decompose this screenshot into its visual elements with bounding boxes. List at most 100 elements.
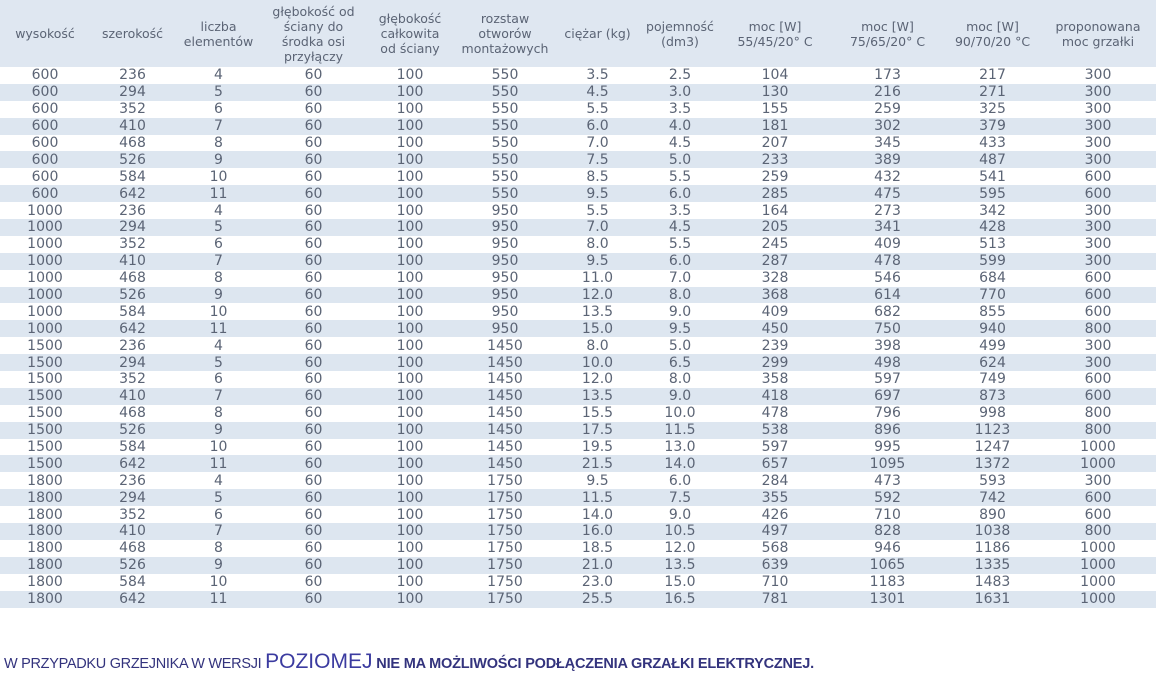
table-cell: 526 <box>119 557 146 574</box>
table-cell: 271 <box>979 84 1006 101</box>
table-row: 1500 294 5 60 100 1450 10.0 6.5 299 498 624 300 <box>0 354 1156 372</box>
column-header: moc [W] 55/45/20° C <box>720 0 830 67</box>
table-cell: 750 <box>874 320 901 337</box>
table-cell: 1800 <box>27 489 63 506</box>
table-cell: 15.0 <box>664 574 696 591</box>
table-cell: 1065 <box>869 557 906 574</box>
column-header: pojemność (dm3) <box>640 0 720 67</box>
table-cell: 8.0 <box>586 337 609 354</box>
column-header-line: środka osi <box>281 33 346 49</box>
table-row: 1800 584 10 60 100 1750 23.0 15.0 710 1183 1483 100… <box>0 573 1156 591</box>
table-cell: 600 <box>31 168 59 185</box>
table-cell: 9 <box>214 422 223 439</box>
table-cell: 6 <box>214 101 223 118</box>
table-cell: 1335 <box>974 557 1011 574</box>
table-cell: 3.5 <box>586 67 609 84</box>
table-cell: 9.0 <box>668 388 692 405</box>
footnote: W PRZYPADKU GRZEJNIKA W WERSJI POZIOMEJ … <box>4 650 814 674</box>
table-cell: 873 <box>979 388 1006 405</box>
table-cell: 1095 <box>869 455 906 472</box>
table-row: 1800 642 11 60 100 1750 25.5 16.5 781 1301 1631 100… <box>0 590 1156 608</box>
table-cell: 352 <box>119 236 146 253</box>
table-cell: 300 <box>1084 236 1112 253</box>
table-cell: 100 <box>396 236 424 253</box>
table-cell: 13.5 <box>581 388 614 405</box>
table-row: 600 642 11 60 100 550 9.5 6.0 285 475 595 600 <box>0 185 1156 203</box>
table-cell: 60 <box>304 135 323 151</box>
table-cell: 60 <box>304 337 323 354</box>
table-cell: 233 <box>761 151 789 168</box>
column-header-line: 75/65/20° C <box>849 33 926 49</box>
table-cell: 25.5 <box>581 591 614 608</box>
table-cell: 300 <box>1084 219 1112 236</box>
table-cell: 1372 <box>974 455 1011 472</box>
table-cell: 8.0 <box>668 371 692 388</box>
table-row: 1800 352 6 60 100 1750 14.0 9.0 426 710 890 600 <box>0 506 1156 524</box>
table-cell: 478 <box>874 253 901 270</box>
table-row: 1800 526 9 60 100 1750 21.0 13.5 639 1065 1335 1000 <box>0 556 1156 574</box>
table-cell: 8 <box>214 540 223 557</box>
table-cell: 11 <box>209 591 228 608</box>
table-cell: 1183 <box>869 574 906 591</box>
column-header-line: proponowana <box>1055 18 1141 34</box>
table-cell: 287 <box>761 253 789 270</box>
table-cell: 8.5 <box>586 168 609 185</box>
table-cell: 710 <box>874 506 901 523</box>
table-row: 1500 236 4 60 100 1450 8.0 5.0 239 398 499 300 <box>0 337 1156 355</box>
table-cell: 13.0 <box>664 439 696 456</box>
table-cell: 60 <box>304 303 323 320</box>
table-cell: 950 <box>491 202 519 219</box>
table-cell: 9.5 <box>586 253 609 270</box>
table-cell: 890 <box>979 506 1006 523</box>
table-cell: 468 <box>119 270 146 287</box>
footnote-emphasis: POZIOMEJ <box>265 650 373 673</box>
column-header-line: elementów <box>183 33 254 49</box>
table-cell: 5.5 <box>586 101 609 118</box>
table-row: 600 294 5 60 100 550 4.5 3.0 130 216 271 300 <box>0 83 1156 101</box>
table-row: 1500 584 10 60 100 1450 19.5 13.0 597 995 1247 1000 <box>0 438 1156 456</box>
table-cell: 600 <box>31 151 59 168</box>
table-cell: 100 <box>396 455 424 472</box>
table-cell: 409 <box>761 303 789 320</box>
table-cell: 950 <box>491 236 519 253</box>
column-header-line: pojemność <box>646 18 714 34</box>
table-cell: 60 <box>304 523 323 540</box>
table-cell: 1500 <box>27 439 63 456</box>
table-cell: 60 <box>304 118 323 135</box>
table-cell: 100 <box>396 337 424 354</box>
table-cell: 6.0 <box>668 472 692 489</box>
table-cell: 550 <box>491 101 519 118</box>
table-cell: 749 <box>979 371 1006 388</box>
table-cell: 410 <box>119 253 146 270</box>
table-cell: 1500 <box>27 422 63 439</box>
table-cell: 300 <box>1084 67 1112 84</box>
table-cell: 710 <box>761 574 789 591</box>
table-cell: 6 <box>214 371 223 388</box>
table-cell: 15.0 <box>581 320 614 337</box>
column-header: proponowana moc grzałki <box>1040 0 1156 67</box>
table-cell: 10 <box>209 439 228 456</box>
table-cell: 60 <box>304 489 323 506</box>
table-cell: 302 <box>874 118 901 135</box>
table-cell: 236 <box>119 202 146 219</box>
table-cell: 550 <box>491 84 519 101</box>
table-cell: 6.0 <box>668 185 692 202</box>
table-cell: 300 <box>1084 84 1112 101</box>
table-cell: 130 <box>761 84 789 101</box>
table-cell: 593 <box>979 472 1006 489</box>
table-cell: 568 <box>761 540 789 557</box>
table-cell: 1800 <box>27 591 63 608</box>
table-cell: 428 <box>979 219 1006 236</box>
table-cell: 546 <box>874 270 901 287</box>
table-cell: 236 <box>119 67 146 84</box>
table-cell: 614 <box>874 287 901 304</box>
table-cell: 1800 <box>27 557 63 574</box>
table-cell: 781 <box>761 591 789 608</box>
table-cell: 294 <box>119 219 146 236</box>
table-cell: 155 <box>761 101 789 118</box>
column-header: rozstaw otworów montażowych <box>455 0 555 67</box>
table-row: 600 410 7 60 100 550 6.0 4.0 181 302 379 300 <box>0 117 1156 135</box>
table-cell: 60 <box>304 591 323 608</box>
table-cell: 100 <box>396 371 424 388</box>
table-cell: 100 <box>396 557 424 574</box>
